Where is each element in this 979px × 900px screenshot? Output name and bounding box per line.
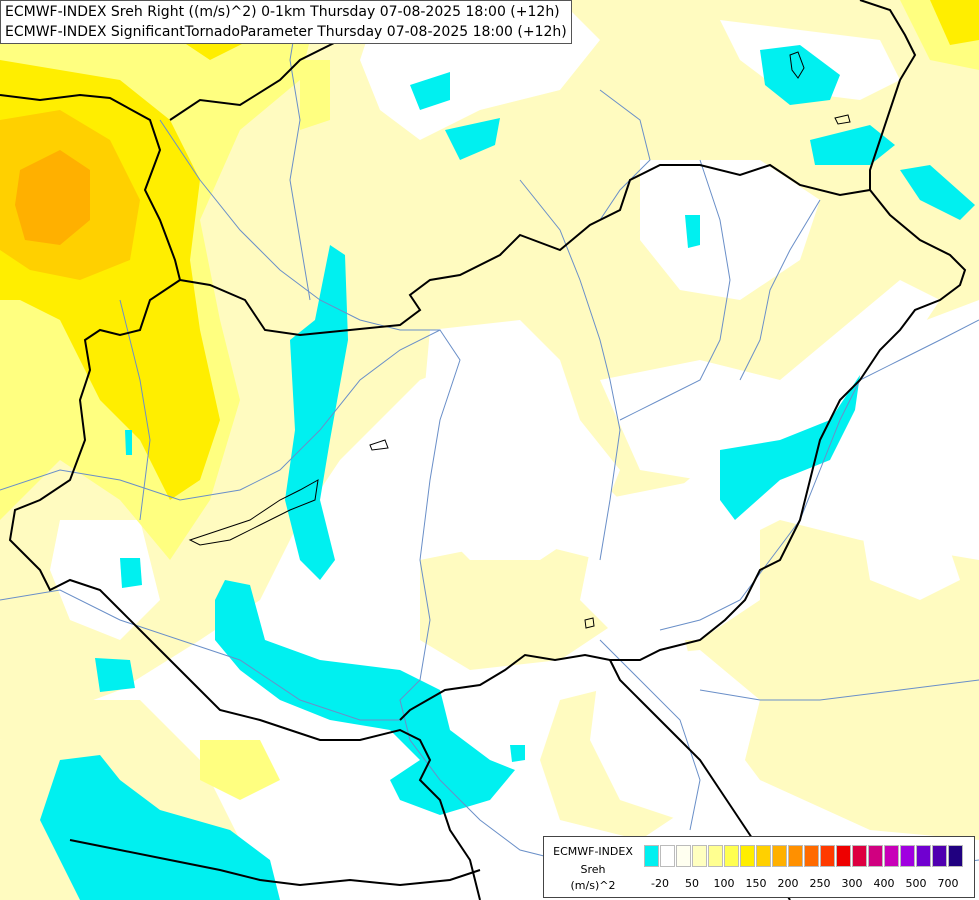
legend-tick-label: 700: [937, 877, 959, 890]
rivers: [0, 0, 979, 881]
legend-swatch: [676, 845, 691, 867]
legend-unit: (m/s)^2: [570, 879, 616, 892]
map-title: ECMWF-INDEX Sreh Right ((m/s)^2) 0-1km T…: [0, 0, 572, 44]
legend-tick-label: 50: [685, 877, 699, 890]
legend-tick-label: 300: [841, 877, 863, 890]
legend-tick-label: 250: [809, 877, 831, 890]
legend-tick-label: 200: [777, 877, 799, 890]
legend-swatch: [772, 845, 787, 867]
legend-swatch: [884, 845, 899, 867]
legend-swatch: [868, 845, 883, 867]
legend-swatch: [852, 845, 867, 867]
legend-tick-label: 400: [873, 877, 895, 890]
sreh-cyan-areas: [40, 5, 975, 900]
legend-swatch: [836, 845, 851, 867]
sreh-orange-area: [15, 150, 90, 245]
color-legend: ECMWF-INDEX Sreh (m/s)^2 -20 50 100 150 200 2…: [543, 836, 975, 898]
legend-tick-label: 500: [905, 877, 927, 890]
lakes: [188, 51, 851, 629]
legend-swatch: [644, 845, 659, 867]
legend-swatch: [900, 845, 915, 867]
legend-name: Sreh: [580, 863, 606, 876]
legend-swatch: [804, 845, 819, 867]
legend-tick-label: 150: [745, 877, 767, 890]
legend-swatch: [788, 845, 803, 867]
legend-swatch: [756, 845, 771, 867]
legend-source: ECMWF-INDEX: [553, 845, 633, 858]
legend-swatch: [708, 845, 723, 867]
legend-swatch: [820, 845, 835, 867]
legend-swatch: [948, 845, 963, 867]
legend-swatch: [916, 845, 931, 867]
legend-swatch: [692, 845, 707, 867]
title-line-1: ECMWF-INDEX Sreh Right ((m/s)^2) 0-1km T…: [5, 4, 560, 20]
legend-tick-label: -20: [651, 877, 669, 890]
title-line-2: ECMWF-INDEX SignificantTornadoParameter …: [5, 24, 567, 40]
legend-swatch: [660, 845, 675, 867]
legend-swatch: [740, 845, 755, 867]
legend-tick-label: 100: [713, 877, 735, 890]
legend-swatch: [724, 845, 739, 867]
legend-swatch: [932, 845, 947, 867]
